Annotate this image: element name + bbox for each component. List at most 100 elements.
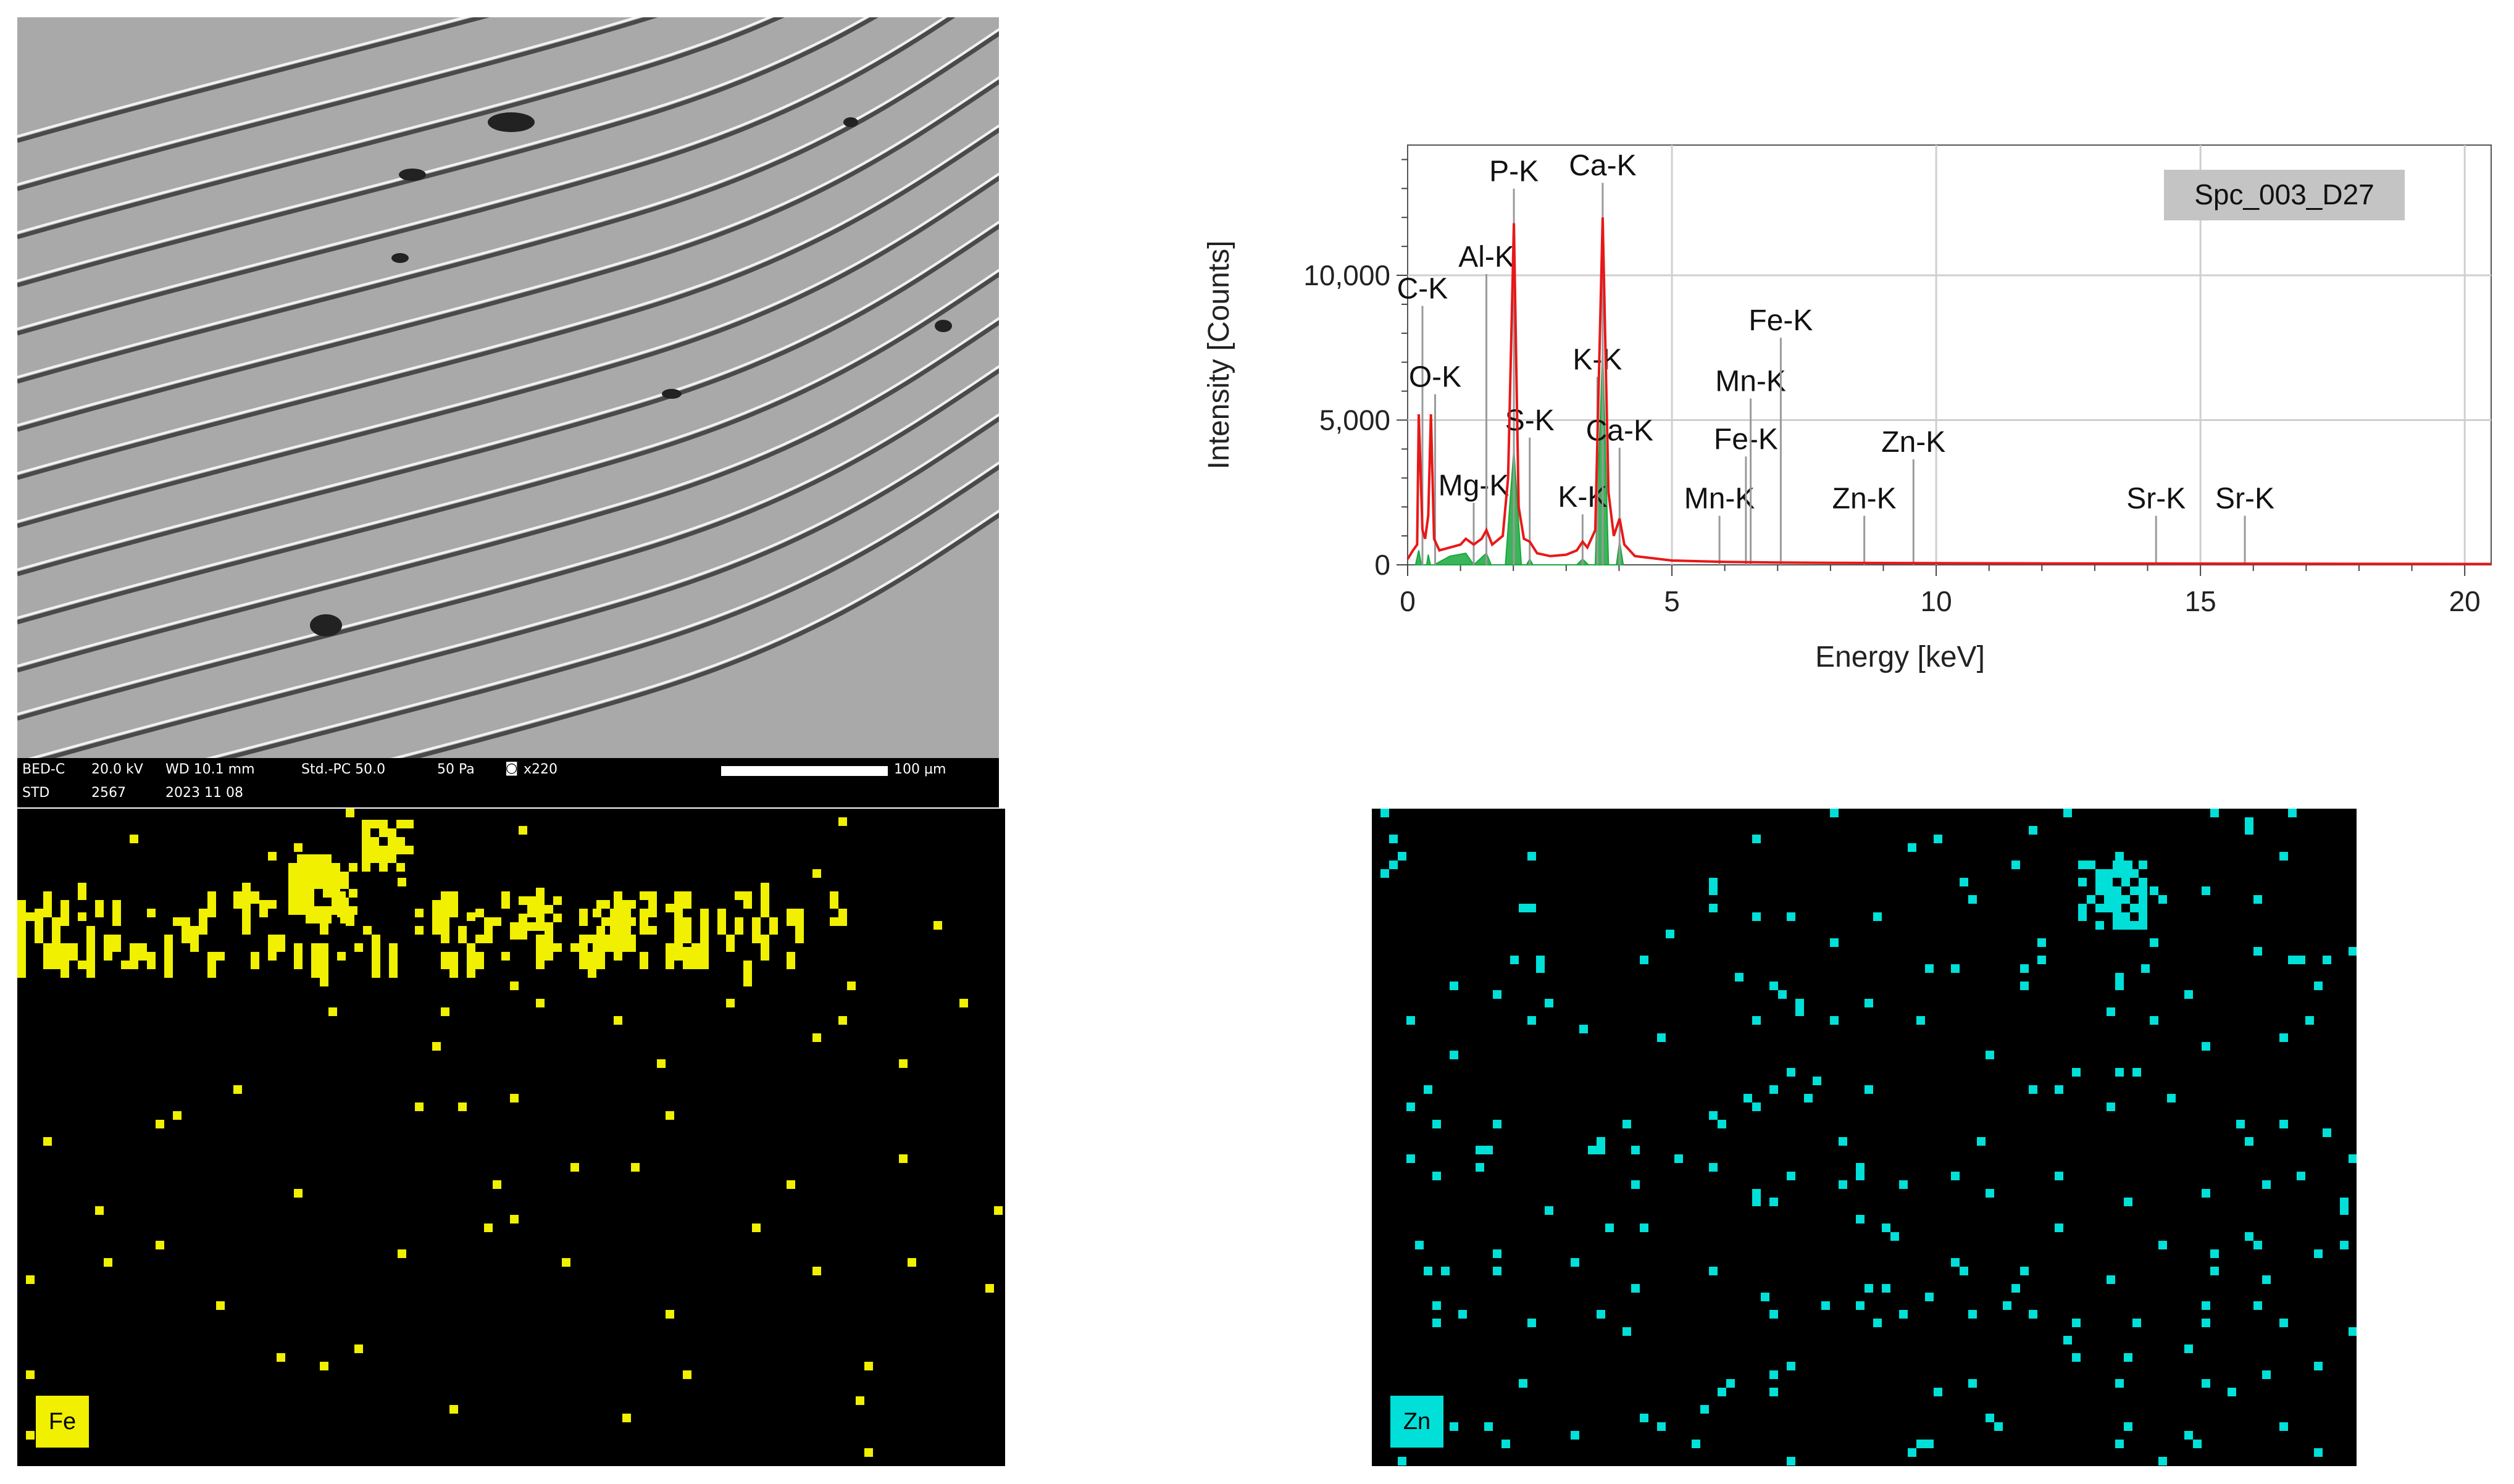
- scale-bar-label: 100 µm: [894, 762, 946, 777]
- map-pixel-cluster: [619, 926, 627, 935]
- map-pixel-cluster: [2139, 861, 2147, 869]
- map-pixel: [320, 943, 328, 961]
- sem-lamella-edge: [17, 17, 641, 186]
- map-pixel: [1986, 1189, 1994, 1198]
- map-pixel: [1597, 1137, 1605, 1146]
- map-pixel: [277, 1353, 285, 1362]
- map-pixel: [1631, 1146, 1640, 1154]
- map-pixel-cluster: [323, 906, 332, 915]
- map-pixel: [959, 999, 968, 1007]
- map-pixel: [17, 952, 26, 978]
- series-spectrum: [1406, 217, 2491, 565]
- map-pixel-cluster: [297, 880, 306, 889]
- map-pixel: [1787, 1172, 1795, 1180]
- map-pixel: [1951, 964, 1960, 973]
- map-pixel: [2107, 1103, 2115, 1111]
- map-pixel: [259, 900, 268, 917]
- sem-lamella-groove: [17, 17, 956, 336]
- map-pixel: [52, 917, 61, 943]
- map-pixel: [78, 961, 86, 969]
- map-pixel: [294, 843, 303, 852]
- map-pixel-cluster: [306, 854, 314, 863]
- map-pixel: [510, 1215, 519, 1223]
- map-pixel: [458, 926, 467, 943]
- map-pixel: [1709, 886, 1718, 895]
- map-pixel-cluster: [323, 889, 332, 898]
- map-pixel: [666, 904, 674, 912]
- map-pixel-cluster: [2104, 904, 2113, 912]
- map-pixel: [1501, 1440, 1510, 1448]
- map-pixel: [545, 943, 553, 952]
- map-pixel-cluster: [619, 935, 627, 943]
- map-pixel: [510, 982, 519, 990]
- map-pixel: [2020, 982, 2029, 990]
- map-pixel: [173, 917, 182, 926]
- map-pixel: [1899, 1310, 1908, 1319]
- map-pixel: [43, 1137, 52, 1146]
- map-pixel-cluster: [619, 900, 627, 909]
- map-pixel-cluster: [306, 889, 314, 898]
- map-pixel: [415, 909, 424, 917]
- map-pixel: [1925, 964, 1934, 973]
- map-pixel-cluster: [2121, 861, 2130, 869]
- map-pixel: [1709, 1163, 1718, 1172]
- map-pixel: [1527, 1319, 1536, 1327]
- map-pixel: [2323, 1128, 2331, 1137]
- map-pixel: [112, 900, 121, 917]
- map-pixel: [985, 1284, 994, 1293]
- map-pixel-cluster: [2078, 904, 2087, 912]
- map-pixel: [812, 1033, 821, 1042]
- map-pixel: [2115, 1440, 2124, 1448]
- map-pixel: [441, 952, 449, 969]
- map-pixel: [2288, 809, 2297, 817]
- map-pixel: [640, 909, 648, 935]
- map-pixel: [1795, 999, 1804, 1007]
- sem-lamella-edge: [28, 413, 999, 758]
- map-pixel: [2279, 1033, 2288, 1042]
- fe-map-label: Fe: [36, 1396, 89, 1448]
- sem-lamella-groove: [17, 272, 999, 625]
- map-pixel: [2314, 1362, 2323, 1370]
- map-pixel: [562, 1258, 570, 1267]
- map-pixel: [2340, 1241, 2349, 1249]
- map-pixel: [1432, 1319, 1441, 1327]
- map-pixel-cluster: [584, 935, 593, 943]
- map-pixel-cluster: [288, 906, 297, 915]
- map-pixel: [1622, 1327, 1631, 1336]
- map-pixel-cluster: [306, 880, 314, 889]
- map-pixel: [251, 891, 259, 900]
- sem-image-id: 2567: [91, 785, 126, 801]
- sem-std-label: STD: [22, 785, 50, 801]
- map-pixel-cluster: [323, 880, 332, 889]
- map-pixel-cluster: [323, 863, 332, 872]
- map-pixel-cluster: [370, 854, 379, 863]
- map-pixel: [86, 952, 95, 978]
- map-pixel: [2202, 1301, 2210, 1310]
- map-pixel: [1718, 1120, 1726, 1128]
- map-pixel: [1769, 1310, 1778, 1319]
- y-axis-label: Intensity [Counts]: [1203, 241, 1235, 470]
- map-pixel: [2029, 826, 2037, 835]
- sem-lamella-groove: [17, 17, 658, 191]
- map-pixel-cluster: [306, 863, 314, 872]
- map-pixel: [1769, 1388, 1778, 1396]
- map-pixel: [579, 952, 588, 961]
- map-pixel: [648, 926, 657, 935]
- map-pixel: [1493, 1249, 1501, 1258]
- map-pixel-cluster: [610, 926, 619, 935]
- map-pixel: [2037, 956, 2046, 964]
- map-pixel: [700, 952, 709, 969]
- sem-dark-inclusion: [662, 389, 682, 399]
- map-pixel: [268, 852, 277, 861]
- map-pixel: [2158, 1241, 2167, 1249]
- map-pixel: [2037, 938, 2046, 947]
- map-pixel-cluster: [519, 896, 527, 905]
- map-pixel: [1476, 1163, 1484, 1172]
- map-pixel-cluster: [379, 828, 388, 837]
- map-pixel-cluster: [601, 917, 610, 926]
- map-pixel: [1865, 1085, 1873, 1094]
- map-pixel: [268, 935, 277, 952]
- map-pixel-cluster: [2113, 904, 2121, 912]
- map-pixel: [1882, 1284, 1890, 1293]
- sem-lamella-groove: [17, 17, 785, 240]
